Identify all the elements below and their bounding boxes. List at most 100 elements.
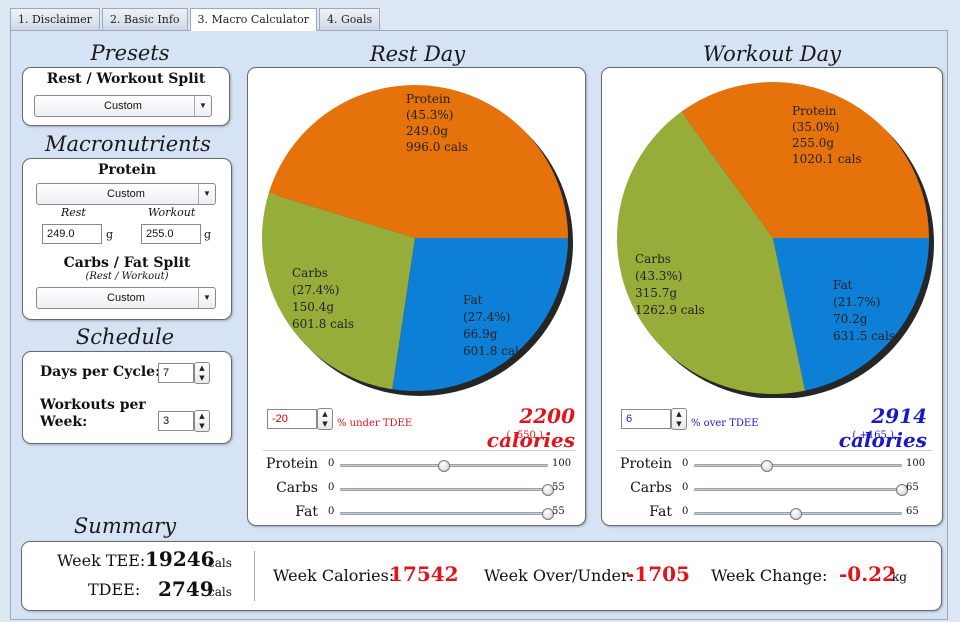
- split-label: Rest / Workout Split: [46, 71, 206, 87]
- workout-carbs-pct: (43.3%): [635, 269, 683, 283]
- rest-fat-grams: 66.9g: [463, 327, 498, 341]
- carbfat-label: Carbs / Fat Split: [63, 255, 191, 271]
- rest-pie-chart: [262, 84, 573, 396]
- workout-calories: 2914 calories: [838, 404, 927, 452]
- rest-protein-label: Protein (45.3%) 249.0g 996.0 cals: [406, 91, 468, 155]
- workout-slider-min: 0: [682, 506, 689, 517]
- workout-tdee-label: % over TDEE: [691, 418, 759, 429]
- rest-protein-pct: (45.3%): [406, 108, 454, 122]
- rest-tdee-input[interactable]: -20: [267, 409, 317, 429]
- workout-slider-label-carbs: Carbs: [630, 480, 672, 496]
- workout-fat-cals: 631.5 cals: [833, 329, 896, 343]
- week-tee-value: 19246: [145, 547, 215, 571]
- rest-slider-label-protein: Protein: [266, 456, 318, 472]
- workout-slider-track-protein[interactable]: [694, 464, 902, 467]
- workout-slider-thumb-protein[interactable]: [760, 460, 773, 472]
- workout-protein-unit: g: [204, 228, 212, 241]
- rest-slider-min: 0: [328, 482, 335, 493]
- rest-tdee-label: % under TDEE: [337, 418, 413, 429]
- rest-carbs-label: Carbs (27.4%) 150.4g 601.8 cals: [292, 265, 354, 333]
- days-input[interactable]: 7: [158, 363, 194, 383]
- workout-protein-grams: 255.0g: [792, 136, 835, 150]
- tdee-label: TDEE:: [88, 580, 141, 599]
- rest-slider-track-carbs[interactable]: [340, 488, 548, 491]
- workout-divider: [617, 450, 932, 451]
- rest-slice-fat: [392, 238, 568, 391]
- carbfat-select-value: Custom: [107, 292, 145, 304]
- workout-fat-grams: 70.2g: [833, 312, 868, 326]
- rest-slider-min: 0: [328, 458, 335, 469]
- rest-slider-thumb-carbs[interactable]: [542, 484, 554, 496]
- summary-divider: [254, 551, 255, 601]
- tdee-unit: cals: [208, 585, 232, 599]
- rest-tdee-stepper[interactable]: ▲ ▼: [317, 408, 333, 430]
- workout-tdee-input[interactable]: 6: [621, 409, 671, 429]
- week-calories-label: Week Calories:: [273, 566, 395, 585]
- split-select-value: Custom: [104, 100, 142, 112]
- workout-slider-thumb-carbs[interactable]: [896, 484, 908, 496]
- rest-slider-label-carbs: Carbs: [276, 480, 318, 496]
- week-over-under-label: Week Over/Under:: [484, 566, 635, 585]
- rest-carbs-cals: 601.8 cals: [292, 317, 355, 331]
- summary-heading: Summary: [73, 514, 177, 538]
- days-label: Days per Cycle:: [40, 364, 161, 380]
- workout-slider-max: 100: [906, 458, 926, 469]
- tab-basic-info[interactable]: 2. Basic Info: [101, 8, 188, 30]
- presets-heading: Presets: [90, 41, 170, 65]
- week-change-value: -0.22: [839, 562, 897, 586]
- workout-slider-thumb-fat[interactable]: [790, 508, 803, 520]
- workout-tdee-stepper[interactable]: ▲ ▼: [671, 408, 687, 430]
- workout-slider-max: 65: [906, 506, 919, 517]
- split-select[interactable]: Custom ▼: [34, 95, 212, 117]
- workouts-label-line1: Workouts per: [40, 397, 146, 413]
- rest-calories: 2200 calories: [486, 404, 575, 452]
- rest-slider-track-fat[interactable]: [340, 512, 548, 515]
- rest-slider-thumb-fat[interactable]: [542, 508, 554, 520]
- rest-fat-cals: 601.8 cals: [463, 344, 526, 358]
- schedule-card: Days per Cycle: 7 ▲ ▼ Workouts per Week: …: [22, 351, 232, 444]
- carbfat-select[interactable]: Custom ▼: [36, 287, 216, 309]
- workouts-input[interactable]: 3: [158, 411, 194, 431]
- summary-card: Week TEE: 19246 cals TDEE: 2749 cals Wee…: [21, 541, 942, 611]
- workouts-label-line2: Week:: [40, 414, 88, 430]
- rest-fat-label: Fat (27.4%) 66.9g 601.8 cals: [463, 292, 525, 360]
- schedule-heading: Schedule: [75, 325, 175, 349]
- rest-protein-input[interactable]: 249.0: [42, 224, 102, 244]
- workout-protein-name: Protein: [792, 104, 837, 118]
- workout-protein-input[interactable]: 255.0: [141, 224, 201, 244]
- workout-slice-carbs: [617, 111, 806, 395]
- macronutrients-heading: Macronutrients: [45, 132, 211, 156]
- rest-slider-label-fat: Fat: [295, 504, 318, 520]
- workouts-stepper[interactable]: ▲ ▼: [194, 410, 210, 432]
- tab-goals[interactable]: 4. Goals: [318, 8, 381, 30]
- tab-macro-calculator[interactable]: 3. Macro Calculator: [189, 8, 317, 31]
- rest-slider-thumb-protein[interactable]: [438, 460, 450, 472]
- rest-fat-pct: (27.4%): [463, 310, 511, 324]
- workout-carbs-grams: 315.7g: [635, 286, 678, 300]
- tdee-value: 2749: [158, 577, 214, 601]
- rest-day-card: Protein (45.3%) 249.0g 996.0 cals Carbs (27.…: [247, 67, 586, 526]
- rest-carbs-pct: (27.4%): [292, 283, 340, 297]
- presets-card: Rest / Workout Split Custom ▼: [22, 67, 230, 126]
- workout-protein-label: Protein (35.0%) 255.0g 1020.1 cals: [792, 103, 862, 167]
- workout-day-heading: Workout Day: [702, 42, 842, 66]
- rest-label: Rest: [61, 206, 86, 219]
- tab-disclaimer[interactable]: 1. Disclaimer: [10, 8, 100, 30]
- rest-fat-name: Fat: [463, 293, 483, 307]
- rest-slice-protein: [268, 84, 568, 238]
- carbfat-sublabel: (Rest / Workout): [85, 271, 169, 282]
- workout-day-card: Protein (35.0%) 255.0g 1020.1 cals Carbs (43…: [601, 67, 943, 526]
- workout-carbs-cals: 1262.9 cals: [635, 303, 705, 317]
- rest-day-heading: Rest Day: [369, 42, 466, 66]
- rest-protein-cals: 996.0 cals: [406, 140, 469, 154]
- workout-slider-label-protein: Protein: [620, 456, 672, 472]
- week-change-unit: kg: [892, 570, 907, 584]
- workout-slider-track-carbs[interactable]: [694, 488, 902, 491]
- workout-slider-min: 0: [682, 458, 689, 469]
- week-calories-value: 17542: [389, 562, 459, 586]
- week-over-under-value: -1705: [626, 562, 690, 586]
- workout-slice-fat: [773, 238, 929, 391]
- days-stepper[interactable]: ▲ ▼: [194, 362, 210, 384]
- protein-select[interactable]: Custom ▼: [36, 183, 216, 205]
- tab-bar: 1. Disclaimer 2. Basic Info 3. Macro Cal…: [10, 8, 382, 31]
